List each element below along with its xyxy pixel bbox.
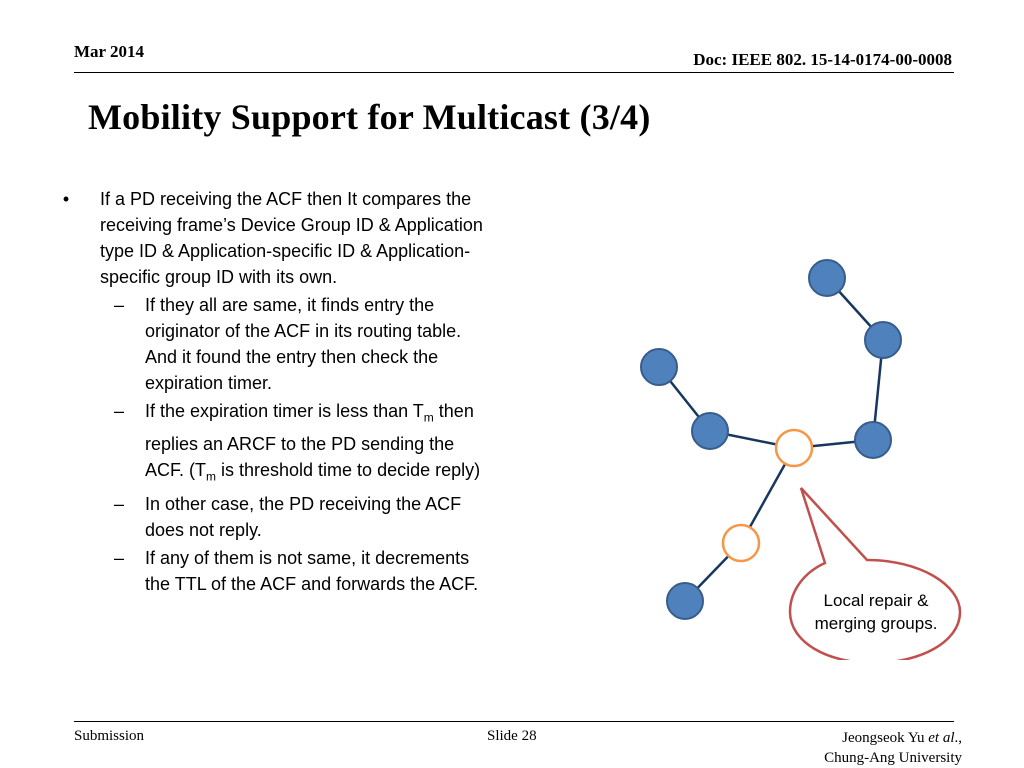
- device-node: [691, 412, 729, 450]
- footer-affiliation: Chung-Ang University: [824, 750, 962, 766]
- network-diagram: Local repair & merging groups.: [640, 259, 962, 660]
- callout-line-1: Local repair &: [824, 591, 930, 610]
- device-node: [808, 259, 846, 297]
- slide-title: Mobility Support for Multicast (3/4): [88, 97, 651, 137]
- footer-rule: [74, 721, 954, 722]
- sub-bullet-text: If any of them is not same, it decrement…: [145, 548, 479, 595]
- sub-bullet-item: – If the expiration timer is less than T…: [56, 398, 496, 489]
- dash-mark: –: [114, 295, 125, 315]
- header-doc-id: Doc: IEEE 802. 15-14-0174-00-0008: [693, 50, 952, 69]
- sub-bullet-item: – In other case, the PD receiving the AC…: [56, 491, 496, 543]
- callout-line-2: merging groups.: [815, 614, 938, 633]
- device-nodes: [640, 259, 902, 620]
- repair-nodes: [721, 428, 814, 563]
- header-rule: [74, 72, 954, 73]
- sub-bullet-text: If they all are same, it finds entry the…: [145, 295, 462, 393]
- sub-bullet-item: – If any of them is not same, it decreme…: [56, 545, 496, 597]
- footer-author: Jeongseok Yu et al.,: [842, 730, 962, 746]
- header-date: Mar 2014: [74, 42, 145, 61]
- repair-node: [721, 523, 761, 563]
- footer-slide-number: Slide 28: [487, 728, 537, 744]
- device-node: [666, 582, 704, 620]
- dash-mark: –: [114, 494, 125, 515]
- callout-bubble: [788, 487, 962, 660]
- device-node: [640, 348, 678, 386]
- bullet-item: • If a PD receiving the ACF then It comp…: [56, 186, 496, 290]
- slide-body: • If a PD receiving the ACF then It comp…: [56, 186, 496, 597]
- bullet-mark: •: [62, 189, 70, 209]
- device-node: [854, 421, 892, 459]
- sub-bullet-item: – If they all are same, it finds entry t…: [56, 292, 496, 396]
- sub-bullet-text: In other case, the PD receiving the ACF …: [145, 494, 462, 541]
- repair-node: [774, 428, 814, 468]
- bullet-text: If a PD receiving the ACF then It compar…: [100, 189, 483, 287]
- device-node: [864, 321, 902, 359]
- sub-bullet-text: If the expiration timer is less than Tm …: [145, 401, 481, 484]
- dash-mark: –: [114, 401, 125, 421]
- footer-author-block: Jeongseok Yu et al., Chung-Ang Universit…: [824, 728, 962, 768]
- footer-submission: Submission: [74, 728, 145, 744]
- dash-mark: –: [114, 548, 125, 569]
